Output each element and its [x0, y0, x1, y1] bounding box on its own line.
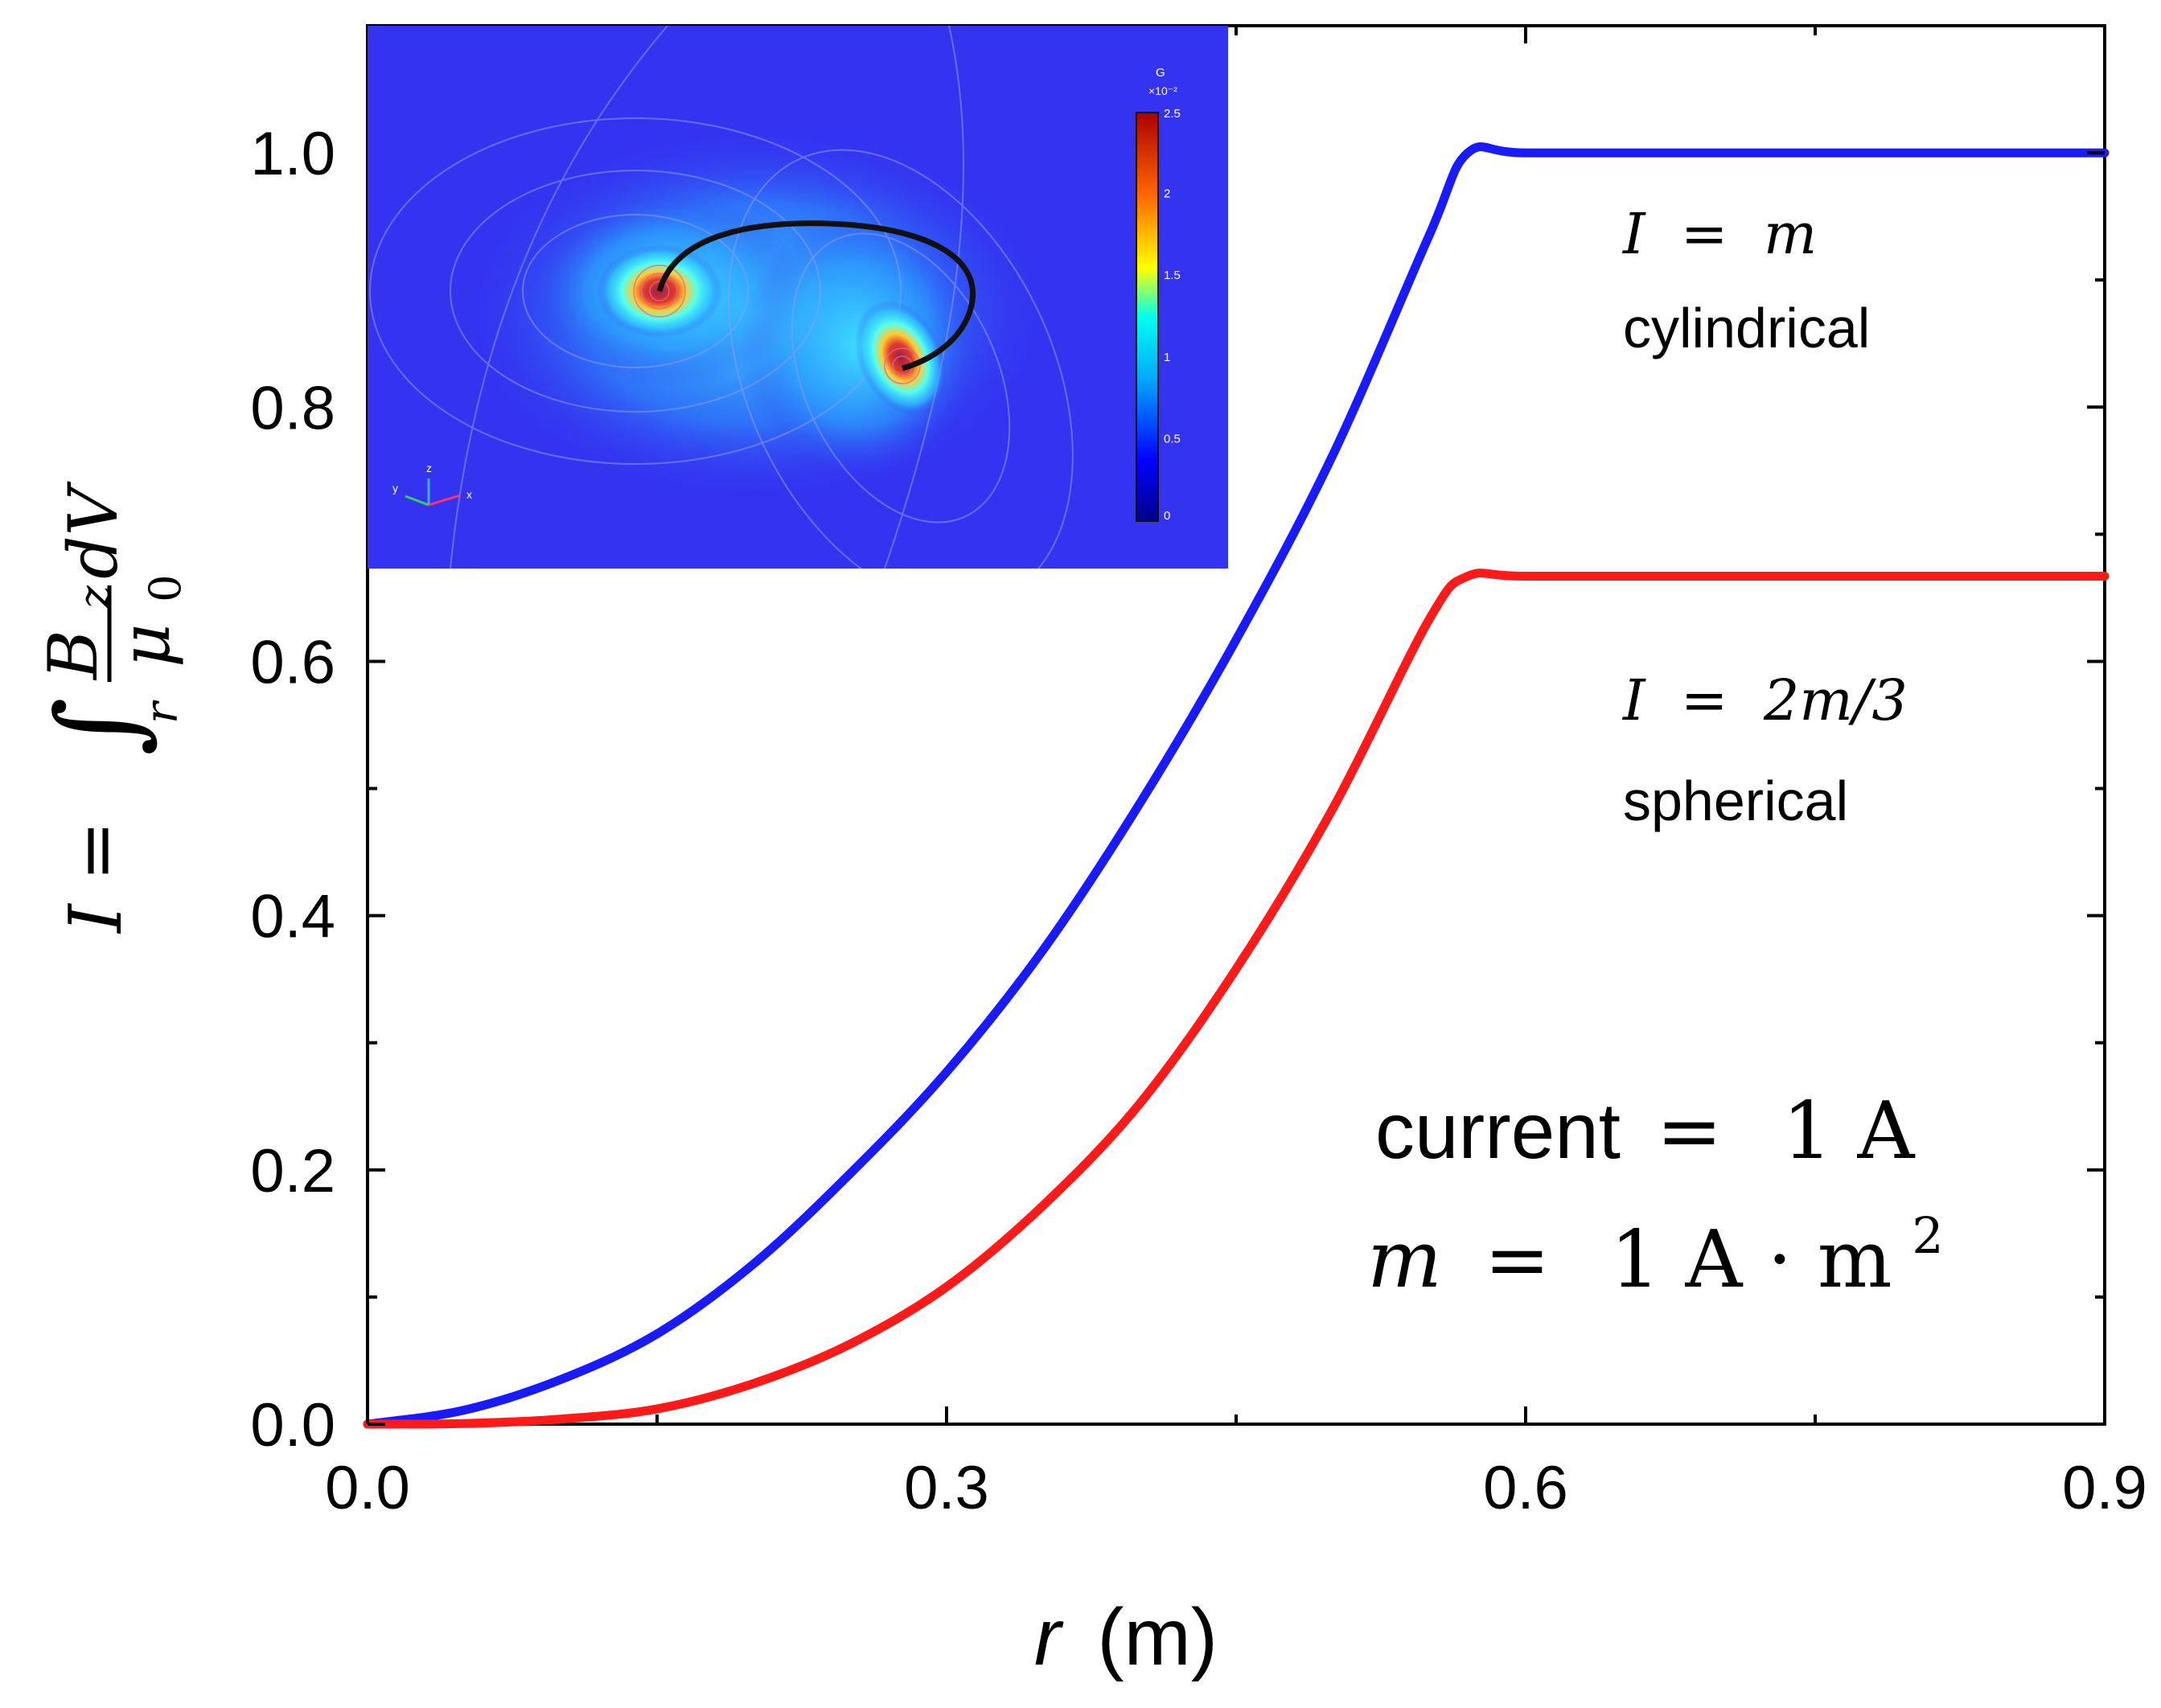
inset-loop-wire [656, 220, 976, 372]
x-tick-label: 0.3 [904, 1454, 989, 1522]
svg-text:I = 2m/3: I = 2m/3 [1621, 667, 1908, 733]
ylabel-tail: dV [54, 481, 133, 579]
colorbar-tick-label: 0.5 [1164, 432, 1181, 445]
moment-value: 1 A · m [1610, 1214, 1892, 1306]
y-tick-label: 0.0 [250, 1391, 335, 1460]
y-tick-label: 1.0 [250, 120, 335, 188]
cyl-label: cylindrical [1623, 297, 1870, 359]
y-tick-label: 0.4 [250, 883, 335, 951]
colorbar-scale: ×10⁻² [1148, 84, 1177, 97]
series-line-cylindrical [363, 142, 2110, 1429]
axes-triad-icon: z y x [392, 462, 472, 507]
svg-text:m = 1 A · m: m = 1 A · m 2 [1367, 1206, 1944, 1306]
svg-text:current = 1 A: current = 1 A [1375, 1086, 1916, 1177]
current-eq: = [1657, 1086, 1723, 1177]
svg-text:μ 0: μ 0 [106, 574, 191, 667]
sph-formula-rhs: 2m/3 [1763, 667, 1908, 733]
series-layer [363, 142, 2110, 1429]
inset-field-map: z y x G ×10⁻² 2.5 2 1.5 1 0.5 0 [368, 26, 1228, 569]
x-axis-label: r (m) [1034, 1592, 1218, 1682]
ylabel-denominator-sub: 0 [140, 574, 191, 601]
series-line-spherical [363, 569, 2110, 1429]
annotation-spherical: I = 2m/3 spherical [1621, 667, 1908, 832]
svg-text:I = m: I = m [1621, 201, 1817, 267]
inset-colorbar: G ×10⁻² 2.5 2 1.5 1 0.5 0 [1136, 66, 1181, 523]
y-axis-label: I = ∫ r B z μ 0 dV [33, 481, 191, 934]
moment-exponent: 2 [1912, 1206, 1943, 1265]
ylabel-subscript: r [136, 700, 188, 724]
moment-eq: = [1484, 1214, 1550, 1306]
ylabel-numerator: B [34, 630, 113, 681]
triad-label-y: y [392, 482, 398, 495]
annotation-parameters: current = 1 A m = 1 A · m 2 [1367, 1086, 1944, 1306]
x-axis-var: r [1034, 1592, 1064, 1682]
colorbar-tick-label: 1 [1164, 351, 1170, 364]
cyl-formula-rhs: m [1764, 201, 1817, 267]
y-tick-label: 0.8 [250, 374, 335, 442]
y-tick-label: 0.2 [250, 1137, 335, 1205]
x-axis-unit: (m) [1097, 1592, 1218, 1682]
colorbar-tick-label: 2.5 [1164, 107, 1181, 121]
svg-text:I =: I = [54, 820, 138, 934]
current-value: 1 A [1782, 1086, 1916, 1177]
y-tick-label: 0.6 [250, 628, 335, 696]
moment-var: m [1367, 1214, 1442, 1306]
ylabel-integral: ∫ [33, 697, 164, 756]
ylabel-denominator: μ [106, 623, 185, 667]
x-tick-label: 0.6 [1483, 1454, 1568, 1522]
sph-formula-lhs: I [1621, 667, 1646, 733]
cyl-formula-lhs: I [1621, 201, 1646, 267]
x-tick-label: 0.9 [2062, 1454, 2147, 1522]
cyl-formula-eq: = [1681, 201, 1728, 267]
ylabel-lhs: I = [54, 820, 138, 934]
inset-hotspot-right [855, 300, 947, 416]
colorbar-unit: G [1156, 66, 1165, 80]
annotation-cylindrical: I = m cylindrical [1621, 201, 1870, 359]
sph-formula-eq: = [1681, 667, 1728, 733]
colorbar-tick-label: 0 [1164, 509, 1170, 523]
triad-label-x: x [466, 488, 472, 501]
sph-label: spherical [1623, 770, 1848, 832]
x-tick-label: 0.0 [325, 1454, 410, 1522]
colorbar-tick-label: 2 [1164, 187, 1170, 201]
tick-layer: 0.0 0.3 0.6 0.9 0.0 0.2 0.4 0.6 0.8 1.0 [250, 24, 2147, 1522]
triad-label-z: z [426, 462, 432, 474]
current-word: current [1375, 1086, 1621, 1175]
colorbar-tick-label: 1.5 [1164, 269, 1181, 282]
